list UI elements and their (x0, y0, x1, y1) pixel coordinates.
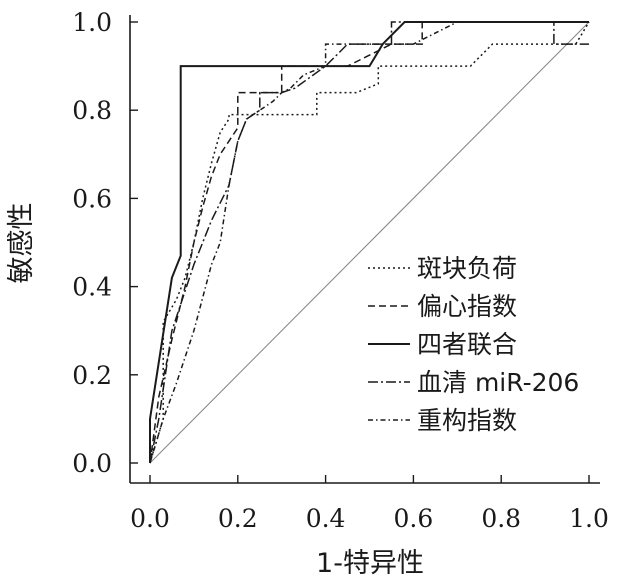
legend-label-5: 重构指数 (417, 406, 517, 435)
y-tick-label: 0.0 (72, 449, 112, 478)
axes: 0.0 0.2 0.4 0.6 0.8 1.0 0.0 0.2 0.4 0.6 0.8 1.0 (72, 8, 609, 533)
x-tick-label: 0.0 (130, 504, 170, 533)
legend-label-1: 斑块负荷 (417, 254, 517, 283)
x-axis-label: 1-特异性 (316, 548, 424, 579)
x-tick-label: 0.4 (306, 504, 346, 533)
y-tick-label: 0.8 (72, 96, 112, 125)
series-line-1 (149, 21, 590, 464)
y-tick-label: 1.0 (72, 8, 112, 37)
x-tick-label: 0.8 (481, 504, 521, 533)
plot-area (149, 21, 590, 464)
y-tick-label: 0.2 (72, 361, 112, 390)
y-tick-label: 0.4 (72, 273, 112, 302)
legend-label-3: 四者联合 (417, 330, 517, 359)
x-tick-label: 0.6 (394, 504, 434, 533)
series-line-4 (149, 21, 589, 464)
x-tick-label: 1.0 (569, 504, 609, 533)
y-axis-label: 敏感性 (6, 203, 37, 284)
x-tick-label: 0.2 (218, 504, 258, 533)
series-line-3 (149, 21, 589, 463)
y-tick-label: 0.6 (72, 184, 112, 213)
legend-label-4: 血清 miR-206 (417, 368, 579, 397)
reference-line (149, 21, 590, 464)
legend-label-2: 偏心指数 (417, 292, 517, 321)
series-line-5 (149, 21, 589, 464)
